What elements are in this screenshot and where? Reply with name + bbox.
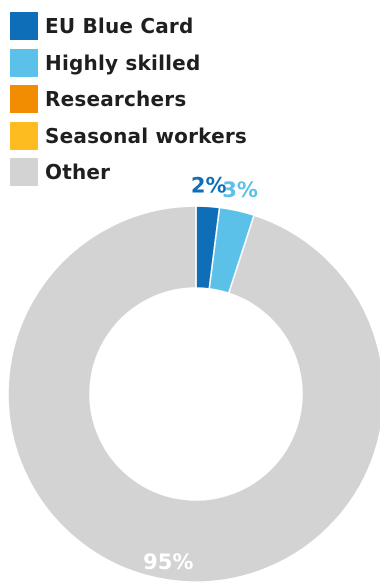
- value-label-highly-skilled: 3%: [222, 178, 258, 202]
- slice-other: [7, 205, 380, 583]
- legend-swatch-highly-skilled: [10, 48, 38, 77]
- value-label-eu-blue-card: 2%: [191, 173, 227, 197]
- legend-swatch-seasonal-workers: [10, 121, 38, 150]
- legend-item-researchers: Researchers: [10, 81, 247, 118]
- legend-swatch-other: [10, 158, 38, 187]
- value-label-other: 95%: [143, 550, 193, 574]
- legend-label-highly-skilled: Highly skilled: [45, 50, 201, 75]
- legend-label-seasonal-workers: Seasonal workers: [45, 123, 248, 148]
- legend-item-highly-skilled: Highly skilled: [10, 45, 247, 82]
- legend-label-researchers: Researchers: [45, 87, 187, 112]
- legend-item-seasonal-workers: Seasonal workers: [10, 118, 247, 155]
- legend-label-eu-blue-card: EU Blue Card: [45, 14, 194, 39]
- legend-item-other: Other: [10, 154, 247, 191]
- legend-label-other: Other: [45, 160, 111, 185]
- legend-swatch-eu-blue-card: [10, 12, 38, 41]
- chart-legend: EU Blue Card Highly skilled Researchers …: [10, 8, 247, 191]
- legend-item-eu-blue-card: EU Blue Card: [10, 8, 247, 45]
- legend-swatch-researchers: [10, 85, 38, 114]
